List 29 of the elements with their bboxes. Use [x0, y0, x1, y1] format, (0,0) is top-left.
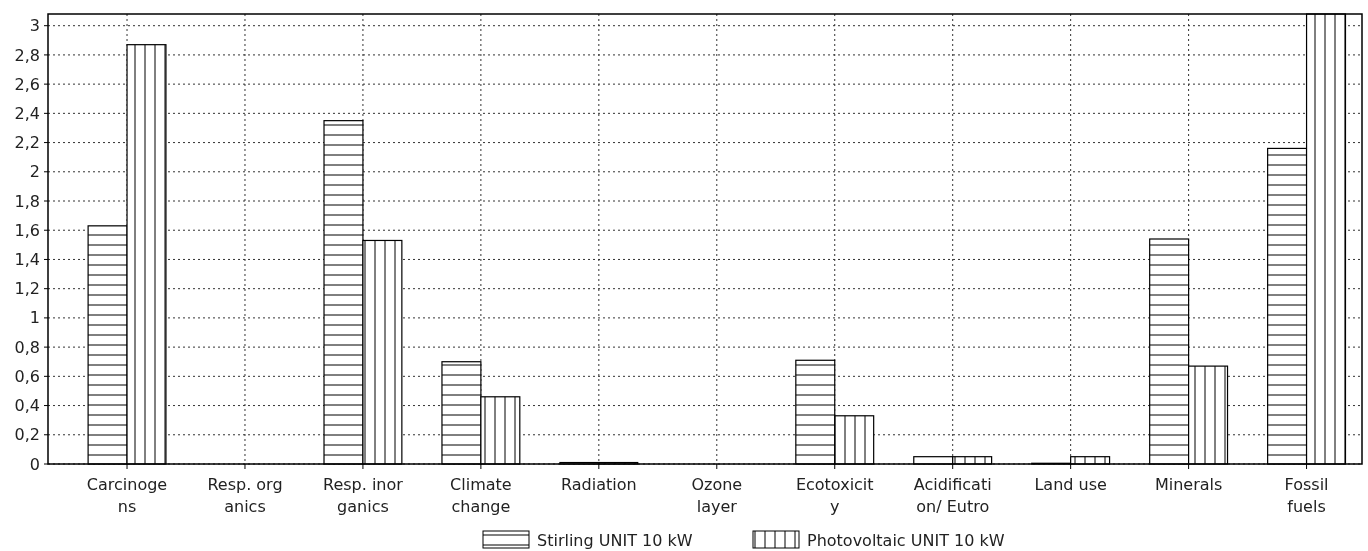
y-tick-label: 1,2	[14, 279, 40, 299]
legend-label: Photovoltaic UNIT 10 kW	[807, 530, 1005, 550]
y-tick-label: 2,8	[14, 45, 40, 65]
x-tick-label: Fossil fuels	[1284, 475, 1329, 516]
x-tick-label: Resp. inor ganics	[323, 475, 404, 516]
legend-label: Stirling UNIT 10 kW	[537, 530, 693, 550]
y-tick-label: 0,4	[14, 396, 40, 416]
x-tick-label: Ecotoxicit y	[795, 475, 874, 516]
y-tick-label: 0,2	[14, 425, 40, 445]
x-tick-label: Radiation	[561, 475, 637, 494]
y-tick-label: 2,2	[14, 133, 40, 153]
x-tick-label: Minerals	[1154, 475, 1223, 494]
y-tick-label: 0	[29, 454, 40, 474]
y-tick-label: 2	[29, 162, 40, 182]
x-tick-label: Land use	[1034, 475, 1107, 494]
y-tick-label: 1,6	[14, 220, 40, 240]
y-tick-label: 0,8	[14, 337, 40, 357]
y-tick-label: 2,6	[14, 74, 40, 94]
x-tick-label: Resp. org anics	[207, 475, 283, 516]
y-tick-label: 1,4	[14, 250, 40, 270]
y-tick-label: 1,8	[14, 191, 40, 211]
y-tick-label: 1	[29, 308, 40, 328]
x-tick-label: Ozone layer	[691, 475, 743, 516]
y-tick-label: 0,6	[14, 366, 40, 386]
x-tick-label: Acidificati on/ Eutro	[913, 475, 992, 516]
x-tick-label: Carcinoge ns	[86, 475, 168, 516]
y-tick-label: 2,4	[14, 103, 40, 123]
y-tick-label: 3	[29, 16, 40, 36]
x-tick-label: Climate change	[450, 475, 512, 516]
